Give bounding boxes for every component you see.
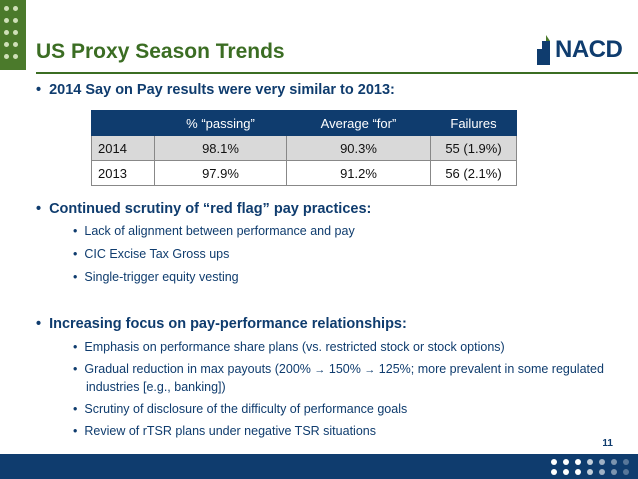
footer-bar [0,454,638,479]
list-item: Scrutiny of disclosure of the difficulty… [73,401,407,418]
table-header-row: % “passing” Average “for” Failures [91,110,517,136]
right-arrow-icon: → [314,364,326,376]
table-cell: 98.1% [154,135,287,161]
table-cell: 97.9% [154,160,287,186]
table-header-cell: % “passing” [154,110,287,136]
bullet-red-flag: Continued scrutiny of “red flag” pay pra… [36,201,371,217]
table-header-cell: Average “for” [286,110,431,136]
list-item: Emphasis on performance share plans (vs.… [73,339,504,356]
slide-title: US Proxy Season Trends [36,40,285,63]
table-cell-year: 2013 [91,160,155,186]
bullet-say-on-pay: 2014 Say on Pay results were very simila… [36,82,395,98]
table-header-cell: Failures [430,110,517,136]
list-item-max-payouts: Gradual reduction in max payouts (200% →… [73,361,606,396]
table-cell: 55 (1.9%) [430,135,517,161]
table-cell-year: 2014 [91,135,155,161]
logo-text: NACD [555,36,623,63]
title-divider [36,72,638,74]
say-on-pay-table: % “passing” Average “for” Failures 2014 … [91,110,517,186]
list-item: CIC Excise Tax Gross ups [73,246,229,263]
table-row: 2014 98.1% 90.3% 55 (1.9%) [91,135,517,161]
bullet-pay-performance: Increasing focus on pay-performance rela… [36,316,407,332]
right-arrow-icon: → [364,364,376,376]
list-item: Single-trigger equity vesting [73,269,238,286]
table-cell: 90.3% [286,135,431,161]
table-cell: 91.2% [286,160,431,186]
table-cell: 56 (2.1%) [430,160,517,186]
table-row: 2013 97.9% 91.2% 56 (2.1%) [91,160,517,186]
text-part: 150% [325,362,365,376]
corner-dot-pattern [0,0,26,70]
list-item: Lack of alignment between performance an… [73,223,354,240]
list-item: Review of rTSR plans under negative TSR … [73,423,376,440]
table-header-cell [91,110,155,136]
text-part: 125%; more prevalent in some regulated i… [86,362,604,394]
page-number: 11 [602,438,613,449]
nacd-logo: NACD [535,33,623,67]
text-part: Gradual reduction in max payouts (200% [84,362,315,376]
nacd-logo-mark-icon [537,35,550,65]
